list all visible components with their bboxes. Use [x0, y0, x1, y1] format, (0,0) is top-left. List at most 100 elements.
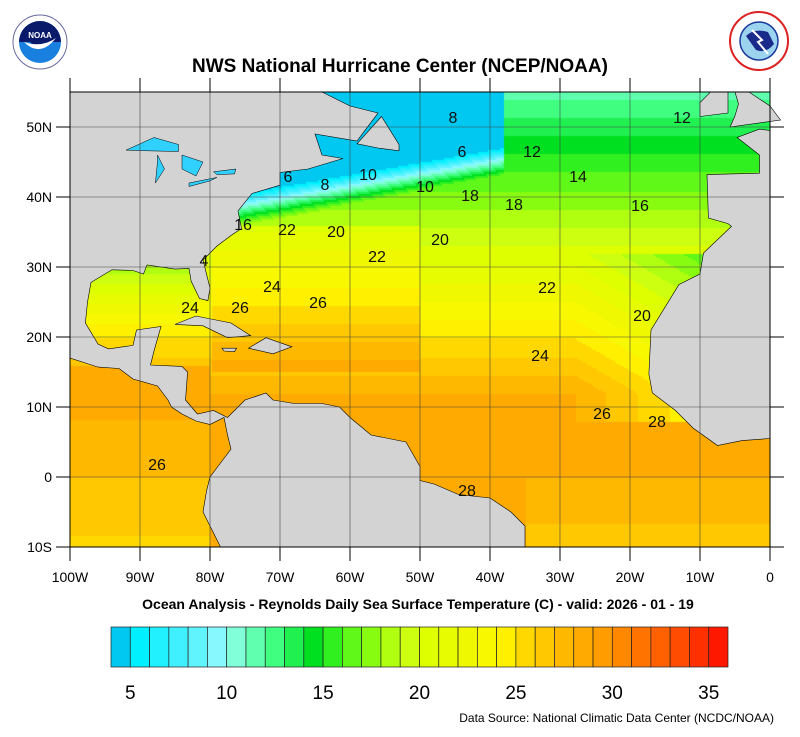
contour-label: 26 [593, 406, 611, 423]
colorbar-swatch [168, 626, 189, 668]
colorbar-swatch [303, 626, 324, 668]
colorbar-swatch [322, 626, 343, 668]
lon-label: 90W [126, 569, 156, 585]
colorbar-swatch [476, 626, 497, 668]
contour-label: 26 [231, 300, 249, 317]
contour-label: 14 [569, 169, 587, 186]
lon-label: 60W [336, 569, 366, 585]
colorbar-swatch [245, 626, 266, 668]
lon-label: 20W [616, 569, 646, 585]
colorbar-swatch [631, 626, 652, 668]
lake [212, 168, 237, 175]
colorbar-swatch [361, 626, 382, 668]
land-jamaica [221, 347, 238, 353]
graticule [56, 78, 784, 561]
contour-label: 22 [278, 222, 296, 239]
colorbar-swatch [611, 626, 632, 668]
colorbar-swatch [669, 626, 690, 668]
lon-label: 100W [52, 569, 89, 585]
colorbar-swatch [207, 626, 228, 668]
colorbar-tick-label: 35 [698, 683, 719, 704]
lon-label: 80W [196, 569, 226, 585]
colorbar-swatch [342, 626, 363, 668]
colorbar-swatch [187, 626, 208, 668]
contour-label: 12 [673, 110, 691, 127]
noaa-logo-icon: NOAA [12, 14, 68, 70]
colorbar-swatch [573, 626, 594, 668]
colorbar: 5 10 15 20 25 30 35 [110, 626, 729, 704]
colorbar-swatch [110, 626, 131, 668]
colorbar-swatch [554, 626, 575, 668]
contour-label: 8 [449, 110, 458, 127]
lon-label: 0 [766, 569, 774, 585]
map-subtitle: Ocean Analysis - Reynolds Daily Sea Surf… [142, 596, 694, 612]
contour-label: 20 [327, 224, 345, 241]
contour-label: 16 [234, 217, 252, 234]
colorbar-tick-label: 25 [505, 683, 526, 704]
land-britain [729, 91, 782, 128]
colorbar-tick-label: 30 [602, 683, 623, 704]
lat-label: 50N [26, 119, 52, 135]
lake [155, 154, 165, 184]
lon-label: 50W [406, 569, 436, 585]
contour-label: 20 [431, 232, 449, 249]
colorbar-swatch [650, 626, 671, 668]
land-newfoundland [356, 116, 400, 152]
colorbar-swatch [592, 626, 613, 668]
lon-label: 70W [266, 569, 296, 585]
lat-label: 30N [26, 259, 52, 275]
contour-label: 24 [531, 348, 549, 365]
colorbar-tick-label: 15 [313, 683, 334, 704]
colorbar-swatch [419, 626, 440, 668]
land-europe-africa [648, 128, 771, 446]
land-cuba [174, 315, 252, 339]
page-title: NWS National Hurricane Center (NCEP/NOAA… [192, 56, 608, 77]
colorbar-swatch [438, 626, 459, 668]
nws-logo-icon [729, 11, 789, 71]
lat-label: 10N [26, 399, 52, 415]
contour-label: 24 [263, 279, 281, 296]
data-source: Data Source: National Climatic Data Cent… [459, 711, 774, 725]
colorbar-swatch [689, 626, 710, 668]
land-hispaniola [247, 337, 293, 355]
land-americas [69, 91, 526, 548]
contour-label: 4 [200, 253, 209, 270]
contour-label: 26 [148, 457, 166, 474]
colorbar-tick-label: 20 [409, 683, 430, 704]
land-ireland [699, 91, 729, 117]
colorbar-swatch [496, 626, 517, 668]
colorbar-swatch [129, 626, 150, 668]
contour-label: 26 [309, 295, 327, 312]
contour-label: 24 [181, 300, 199, 317]
axis-labels: 100W 90W 80W 70W 60W 50W 40W 30W 20W 10W 0 50N 40N 30… [26, 119, 774, 585]
contour-label: 10 [359, 167, 377, 184]
contour-label: 20 [633, 308, 651, 325]
lat-label: 20N [26, 329, 52, 345]
contour-label: 6 [458, 144, 467, 161]
map-frame [69, 91, 771, 548]
contour-label: 12 [523, 144, 541, 161]
contour-label: 10 [416, 179, 434, 196]
lake [181, 154, 204, 177]
contour-label: 28 [648, 414, 666, 431]
colorbar-swatch [399, 626, 420, 668]
colorbar-swatch [380, 626, 401, 668]
colorbar-swatch [534, 626, 555, 668]
lon-label: 40W [476, 569, 506, 585]
colorbar-tick-label: 10 [216, 683, 237, 704]
lake [125, 137, 179, 152]
lon-label: 10W [686, 569, 716, 585]
contour-label: 22 [368, 249, 386, 266]
lat-label: 40N [26, 189, 52, 205]
colorbar-swatch [264, 626, 285, 668]
contour-label: 18 [461, 188, 479, 205]
colorbar-tick-label: 5 [125, 683, 136, 704]
svg-text:NOAA: NOAA [28, 31, 52, 40]
contour-label: 6 [284, 169, 293, 186]
contour-label: 16 [631, 198, 649, 215]
colorbar-swatch [149, 626, 170, 668]
contour-label: 28 [458, 483, 476, 500]
lat-label: 10S [27, 539, 52, 555]
